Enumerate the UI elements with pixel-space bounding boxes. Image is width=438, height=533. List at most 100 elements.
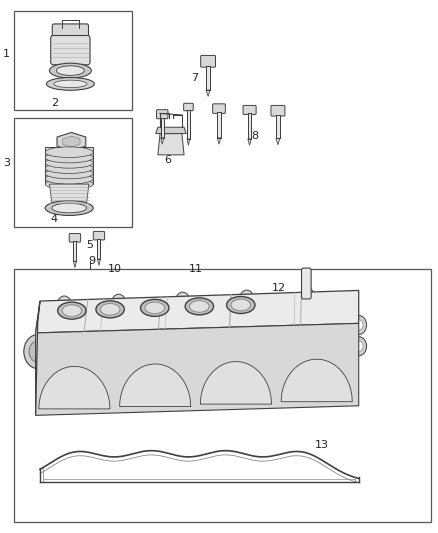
Circle shape [24,335,52,368]
Text: 10: 10 [108,264,122,274]
Ellipse shape [58,302,86,319]
Ellipse shape [45,163,93,173]
Polygon shape [206,66,210,90]
Polygon shape [57,133,86,151]
Polygon shape [201,361,272,404]
Text: 12: 12 [272,283,286,293]
Ellipse shape [45,152,93,163]
Text: 7: 7 [191,73,198,83]
FancyBboxPatch shape [184,103,193,111]
Text: 1: 1 [3,49,10,59]
Text: 8: 8 [252,131,259,141]
Text: 2: 2 [51,98,58,108]
Ellipse shape [52,203,87,213]
Polygon shape [161,118,164,138]
Polygon shape [217,112,221,138]
Ellipse shape [226,296,255,313]
Polygon shape [217,138,221,144]
Polygon shape [161,138,164,144]
FancyBboxPatch shape [93,231,105,240]
Polygon shape [97,239,100,259]
Polygon shape [74,261,77,268]
Text: 11: 11 [188,264,202,274]
FancyBboxPatch shape [271,106,285,116]
Polygon shape [74,241,77,261]
Ellipse shape [57,66,85,75]
Ellipse shape [185,298,214,315]
Polygon shape [187,139,190,146]
Circle shape [236,298,246,311]
Ellipse shape [100,303,120,315]
Circle shape [354,341,363,352]
Circle shape [149,302,160,314]
Ellipse shape [190,301,209,312]
FancyBboxPatch shape [213,104,225,114]
Polygon shape [97,259,100,265]
Ellipse shape [231,299,251,311]
Circle shape [61,300,68,309]
Polygon shape [39,366,110,409]
Polygon shape [248,139,251,146]
Ellipse shape [141,300,169,317]
Ellipse shape [54,80,87,87]
Text: 13: 13 [315,440,329,450]
Polygon shape [276,115,280,139]
Circle shape [67,304,77,317]
Bar [14,118,132,227]
Text: 6: 6 [164,155,171,165]
Ellipse shape [96,301,124,318]
Ellipse shape [46,77,95,90]
Bar [14,11,132,110]
Text: 9: 9 [88,256,95,266]
Ellipse shape [45,179,93,189]
Ellipse shape [45,147,93,158]
Bar [14,269,431,522]
Circle shape [105,303,115,316]
Ellipse shape [145,302,165,314]
Text: 3: 3 [3,158,10,168]
Circle shape [243,294,250,303]
FancyBboxPatch shape [52,24,88,41]
Circle shape [29,341,46,362]
FancyBboxPatch shape [201,55,215,67]
Ellipse shape [45,173,93,184]
Circle shape [115,298,122,307]
Circle shape [304,293,311,301]
Polygon shape [155,127,186,134]
Circle shape [57,296,71,313]
Circle shape [176,292,190,309]
Circle shape [194,300,205,313]
Polygon shape [35,290,359,333]
Text: 5: 5 [86,240,93,250]
Ellipse shape [49,63,92,78]
Ellipse shape [45,168,93,179]
FancyBboxPatch shape [156,110,168,119]
Circle shape [240,290,254,307]
Polygon shape [187,110,190,139]
Polygon shape [120,364,191,407]
Ellipse shape [62,305,81,317]
Circle shape [354,320,363,330]
FancyBboxPatch shape [243,106,256,115]
Polygon shape [63,136,80,147]
Polygon shape [276,139,280,145]
FancyBboxPatch shape [301,268,311,299]
FancyBboxPatch shape [69,233,81,242]
Text: 4: 4 [51,214,58,224]
Polygon shape [158,134,184,155]
FancyBboxPatch shape [51,36,90,64]
Polygon shape [49,184,89,203]
Circle shape [179,296,186,305]
Polygon shape [248,114,251,139]
Polygon shape [206,90,210,96]
Circle shape [112,294,126,311]
Polygon shape [35,324,359,415]
Circle shape [300,288,314,305]
Circle shape [351,337,367,356]
Polygon shape [35,301,40,415]
Polygon shape [45,147,93,184]
Ellipse shape [45,200,93,215]
Ellipse shape [45,158,93,168]
Circle shape [351,316,367,335]
Polygon shape [281,359,352,402]
